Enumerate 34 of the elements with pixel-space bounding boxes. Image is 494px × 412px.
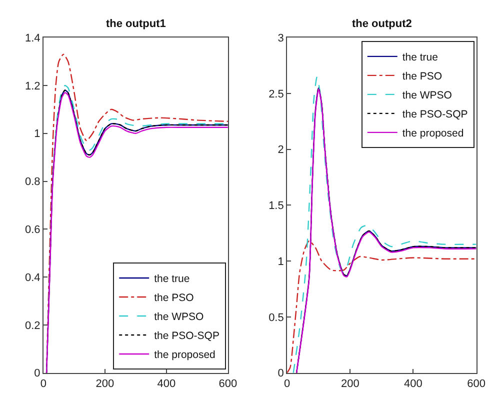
legend-label: the PSO-SQP xyxy=(154,330,220,342)
x-tick-label: 600 xyxy=(218,378,238,390)
legend-label: the PSO-SQP xyxy=(402,108,468,121)
y-tick-label: 1.5 xyxy=(268,200,284,212)
chart-title: the output2 xyxy=(352,18,412,30)
y-tick-label: 0 xyxy=(34,368,40,380)
y-tick-label: 1.4 xyxy=(24,32,40,44)
legend-label: the WPSO xyxy=(402,90,452,102)
y-tick-label: 0.8 xyxy=(24,176,40,188)
x-tick-label: 400 xyxy=(157,378,176,390)
legend-label: the proposed xyxy=(154,349,216,362)
y-tick-label: 0.6 xyxy=(24,224,40,236)
legend-label: the true xyxy=(402,52,438,64)
legend-label: the WPSO xyxy=(154,311,204,324)
x-tick-label: 200 xyxy=(96,378,114,390)
y-tick-label: 1 xyxy=(34,128,40,140)
y-tick-label: 3 xyxy=(278,32,284,44)
chart-title: the output1 xyxy=(106,18,166,30)
legend-label: the PSO xyxy=(402,70,442,83)
y-tick-label: 2.5 xyxy=(268,88,284,100)
y-tick-label: 1 xyxy=(278,256,284,268)
x-tick-label: 200 xyxy=(340,378,360,390)
legend-label: the true xyxy=(154,273,190,286)
y-tick-label: 0.5 xyxy=(268,312,284,324)
legend-label: the proposed xyxy=(402,128,464,140)
x-tick-label: 400 xyxy=(404,378,422,390)
y-tick-label: 1.2 xyxy=(24,80,40,92)
y-tick-label: 0.4 xyxy=(24,272,40,284)
y-tick-label: 0.2 xyxy=(24,320,40,332)
y-tick-label: 0 xyxy=(278,368,284,380)
y-tick-label: 2 xyxy=(278,144,284,156)
legend-label: the PSO xyxy=(154,292,194,304)
x-tick-label: 600 xyxy=(467,378,486,390)
line-series xyxy=(287,240,476,373)
